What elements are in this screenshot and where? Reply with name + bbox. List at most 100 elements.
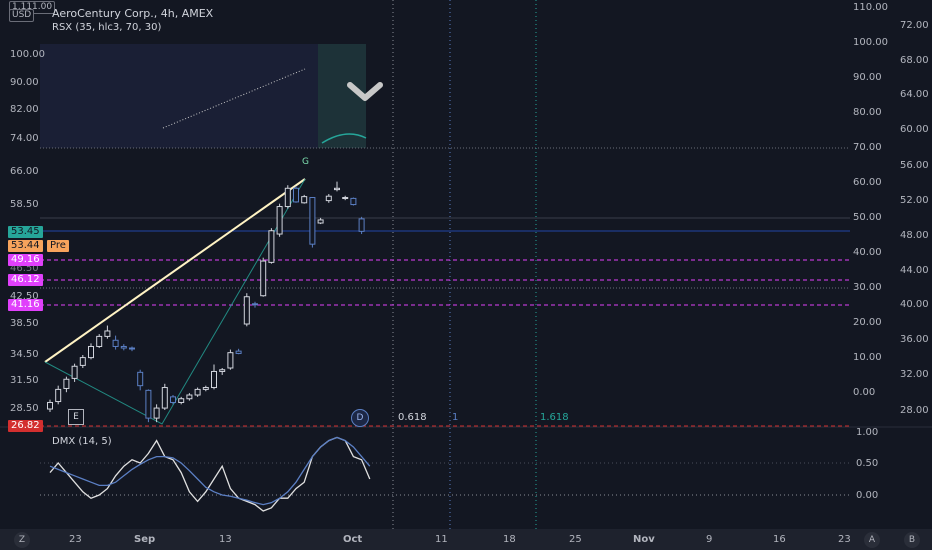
candle-body [129,347,135,350]
symbol-title: AeroCentury Corp., 4h, AMEX [52,7,214,20]
right-price-tick: 52.00 [900,195,929,206]
time-tick: 11 [435,534,448,545]
fib-level-label: 1 [452,412,459,423]
currency-label[interactable]: USD [9,9,35,22]
time-tick: Nov [633,534,655,545]
rsx-axis-tick: 20.00 [853,317,882,328]
right-price-tick: 28.00 [900,405,929,416]
time-tick: 13 [219,534,232,545]
candle-body [235,350,242,354]
level-badge: 41.16 [8,299,43,311]
rsx-axis-tick: 10.00 [853,352,882,363]
level-badge: 46.12 [8,274,43,286]
rsx-axis-tick: 110.00 [853,2,888,13]
time-tick: 16 [773,534,786,545]
time-tick: 23 [838,534,851,545]
candle-body [186,394,193,400]
candle-body [309,197,316,245]
time-tick: Sep [134,534,156,545]
zoom-button[interactable]: Z [14,532,30,548]
time-tick: 23 [69,534,82,545]
right-price-tick: 68.00 [900,55,929,66]
candle-body [252,303,258,306]
dividend-marker[interactable]: D [351,409,369,427]
dmx-indicator-label[interactable]: DMX (14, 5) [52,436,112,447]
right-price-tick: 40.00 [900,299,929,310]
dmx-axis-tick: 0.50 [856,458,879,469]
candle-body [202,387,209,390]
time-axis-bar[interactable]: Z 23 Sep 13 Oct 11 18 25 Nov 9 16 23 A B [0,530,932,550]
right-price-tick: 48.00 [900,230,929,241]
rsx-axis-tick: 50.00 [853,212,882,223]
candle-body [268,230,275,263]
candle-body [104,330,111,337]
fib-level-label: 0.618 [398,412,427,423]
rsx-indicator-label[interactable]: RSX (35, hlc3, 70, 30) [52,22,162,33]
candle-body [47,401,53,410]
trendline-lower [44,178,306,425]
rsx-axis-tick: 90.00 [853,72,882,83]
candle-body [211,370,217,389]
rsx-highlight-zone [318,44,366,148]
candle-body [276,206,283,235]
rsx-axis-tick: 100.00 [853,37,888,48]
left-price-tick: 100.00 [10,49,45,60]
earnings-marker[interactable]: E [68,409,84,425]
left-price-tick: 46.50 [10,263,39,274]
chevron-down-icon[interactable] [346,77,384,105]
rsx-axis-tick: 80.00 [853,107,882,118]
candle-body [88,345,94,359]
left-price-tick: 90.00 [10,77,39,88]
left-price-tick: 42.50 [10,291,39,302]
dmx-axis-tick: 1.00 [856,427,879,438]
candle-body [55,388,62,403]
candle-body [260,260,267,297]
candle-body [293,187,299,203]
dmx-axis-tick: 0.00 [856,490,879,501]
candle-body [145,389,152,419]
right-price-tick: 64.00 [900,89,929,100]
candle-body [153,407,160,419]
right-price-tick: 32.00 [900,369,929,380]
right-price-tick: 72.00 [900,20,929,31]
candle-body [194,388,201,396]
candle-body [227,352,234,369]
rsx-axis-tick: 40.00 [853,247,882,258]
candle-body [170,396,176,403]
candle-body [301,196,308,204]
time-tick: Oct [343,534,363,545]
last-price-badge: 53.45 [8,226,43,238]
candle-body [161,387,168,409]
left-price-tick: 31.50 [10,375,39,386]
time-tick: 9 [706,534,713,545]
trendline-upper [44,178,306,363]
rsx-line [321,133,367,144]
pattern-marker: G [302,157,309,167]
right-price-tick: 56.00 [900,160,929,171]
right-price-tick: 60.00 [900,124,929,135]
auto-scale-button[interactable]: A [864,532,880,548]
level-badge: 26.82 [8,420,43,432]
right-price-tick: 44.00 [900,265,929,276]
candle-body [120,345,127,349]
candle-body [178,398,185,403]
log-scale-button[interactable]: B [904,532,920,548]
candle-body [219,369,226,372]
rsx-axis-tick: 60.00 [853,177,882,188]
left-price-tick: 66.00 [10,166,39,177]
candle-body [112,339,119,347]
candle-body [137,371,144,387]
candle-body [243,296,250,325]
fib-level-label: 1.618 [540,412,569,423]
candle-body [325,195,332,202]
time-tick: 18 [503,534,516,545]
rsx-zone [40,44,366,148]
candle-body [63,378,70,389]
left-price-tick: 34.50 [10,349,39,360]
candle-body [284,187,291,208]
rsx-axis-tick: 0.00 [853,387,876,398]
left-price-tick: 82.00 [10,104,39,115]
premarket-label: Pre [47,240,69,252]
candle-body [342,197,349,200]
